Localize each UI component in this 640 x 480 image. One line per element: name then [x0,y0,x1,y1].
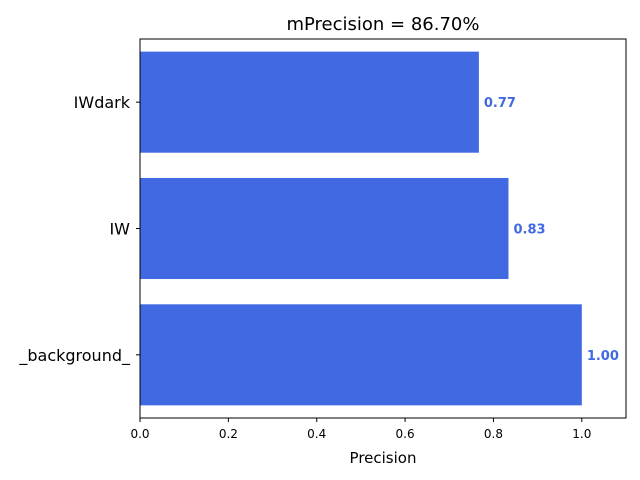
x-tick-label: 0.8 [484,427,503,441]
bar-iw [140,177,509,280]
x-tick-label: 0.4 [307,427,326,441]
x-tick-label: 0.0 [130,427,149,441]
x-tick-label: 0.6 [396,427,415,441]
category-label: IWdark [74,93,131,112]
bar-iwdark [140,51,479,153]
chart-title: mPrecision = 86.70% [286,14,479,35]
x-axis-label: Precision [350,449,417,467]
plot-frame [139,38,627,419]
data-label: 0.77 [484,96,516,111]
x-tick-label: 0.2 [219,427,238,441]
data-label: 1.00 [587,349,619,364]
data-label: 0.83 [513,223,545,238]
axes-layer: _background_ IW IWdark 0.0 0.2 0.4 0.6 0.8 1.0 [18,38,627,441]
category-label: IW [109,220,130,239]
category-label: _background_ [18,346,131,366]
x-tick-label: 1.0 [572,427,591,441]
bar-background [140,304,582,406]
bars-layer: 1.00 0.83 0.77 [140,51,619,406]
